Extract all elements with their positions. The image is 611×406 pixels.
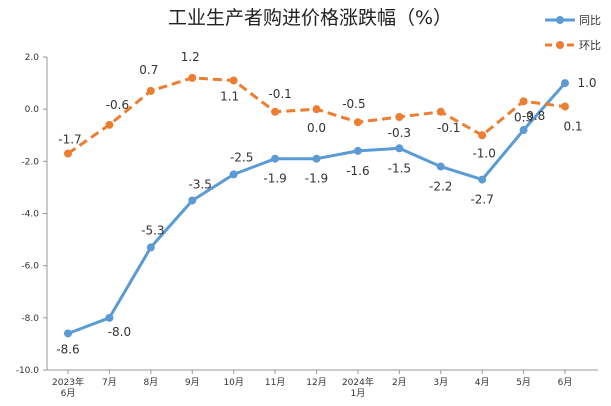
legend-label: 环比 (579, 39, 601, 52)
data-label: -1.5 (388, 161, 411, 175)
x-tick-label: 7月 (102, 377, 117, 388)
data-label: -0.1 (268, 87, 291, 101)
legend-label: 同比 (579, 14, 601, 27)
data-label: -3.5 (189, 177, 212, 191)
data-label: -1.6 (346, 164, 369, 178)
x-tick-label: 2024年 (342, 376, 374, 388)
legend-item: 环比 (545, 39, 601, 52)
y-tick-label: -10.0 (16, 366, 40, 376)
data-point (561, 79, 569, 88)
y-tick-label: 2.0 (25, 53, 40, 63)
data-label: -2.2 (429, 180, 452, 194)
y-tick-label: -2.0 (21, 157, 39, 167)
data-label: -1.9 (305, 172, 328, 186)
axes (46, 57, 598, 371)
data-label: 1.0 (577, 76, 596, 90)
x-tick-label: 9月 (185, 377, 200, 388)
data-point (271, 107, 280, 116)
x-tick-label: 6月 (558, 377, 573, 388)
x-tick-label: 6月 (61, 388, 76, 399)
x-tick-label: 1月 (351, 388, 366, 399)
data-label: -5.3 (141, 223, 164, 237)
data-point (146, 86, 155, 95)
data-label: -0.1 (437, 121, 460, 135)
data-point (312, 105, 321, 114)
data-point (519, 126, 528, 135)
data-point (436, 107, 445, 116)
data-label: -1.0 (472, 146, 495, 160)
x-tick-label: 4月 (475, 377, 490, 388)
data-label: 1.2 (181, 50, 200, 64)
data-label: -8.0 (108, 325, 131, 339)
data-point (105, 313, 114, 322)
series-group (64, 73, 569, 338)
data-label: 1.1 (220, 89, 239, 103)
data-label: -0.5 (342, 97, 365, 111)
data-label: 0.7 (139, 63, 158, 77)
data-point (353, 146, 362, 155)
data-label: -1.9 (263, 172, 286, 186)
legend-marker (556, 16, 564, 24)
data-point (478, 175, 487, 184)
data-label: -8.6 (56, 342, 79, 356)
series-line (67, 76, 566, 155)
y-tick-label: -6.0 (21, 262, 39, 272)
data-label: 0.3 (514, 110, 533, 124)
data-labels: -8.6 -8.0 -5.3 -3.5 -2.5 -1.9 -1.9 -1.6 -1.5 -2.2… (56, 50, 596, 357)
legend-marker (556, 41, 564, 49)
data-point (64, 329, 72, 338)
legend-item: 同比 (545, 14, 601, 27)
x-tick-label: 12月 (306, 377, 326, 388)
data-point (561, 102, 569, 111)
data-label: -0.6 (106, 98, 129, 112)
x-tick-label: 10月 (223, 377, 243, 388)
x-tick-label: 2月 (392, 377, 407, 388)
data-point (188, 73, 197, 82)
data-point (271, 154, 280, 163)
series-0 (64, 79, 569, 338)
data-point (312, 154, 321, 163)
data-label: -2.5 (230, 150, 253, 164)
data-point (229, 170, 238, 179)
data-label: 0.0 (307, 121, 326, 135)
data-point (105, 120, 114, 129)
y-tick-label: -8.0 (21, 314, 39, 324)
data-point (436, 162, 445, 171)
x-tick-label: 3月 (433, 377, 448, 388)
data-point (146, 243, 155, 252)
data-point (478, 131, 487, 140)
data-point (188, 196, 197, 205)
data-point (353, 118, 362, 127)
data-point (64, 149, 72, 158)
data-label: -0.3 (388, 126, 411, 140)
data-label: -2.7 (470, 193, 493, 207)
data-label: -0.8 (522, 109, 545, 123)
y-tick-label: -4.0 (21, 210, 39, 220)
data-point (519, 97, 528, 106)
x-tick-label: 5月 (516, 377, 531, 388)
data-label: 0.1 (563, 120, 582, 134)
chart-title: 工业生产者购进价格涨跌幅（%） (168, 7, 452, 29)
data-point (395, 112, 404, 121)
data-label: -1.7 (58, 133, 81, 147)
data-point (395, 144, 404, 153)
y-tick-label: 0.0 (25, 105, 40, 115)
series-1 (64, 73, 569, 158)
x-tick-label: 2023年 (52, 376, 84, 388)
x-tick-label: 8月 (143, 377, 158, 388)
x-tick-label: 11月 (265, 377, 285, 388)
data-point (229, 76, 238, 85)
